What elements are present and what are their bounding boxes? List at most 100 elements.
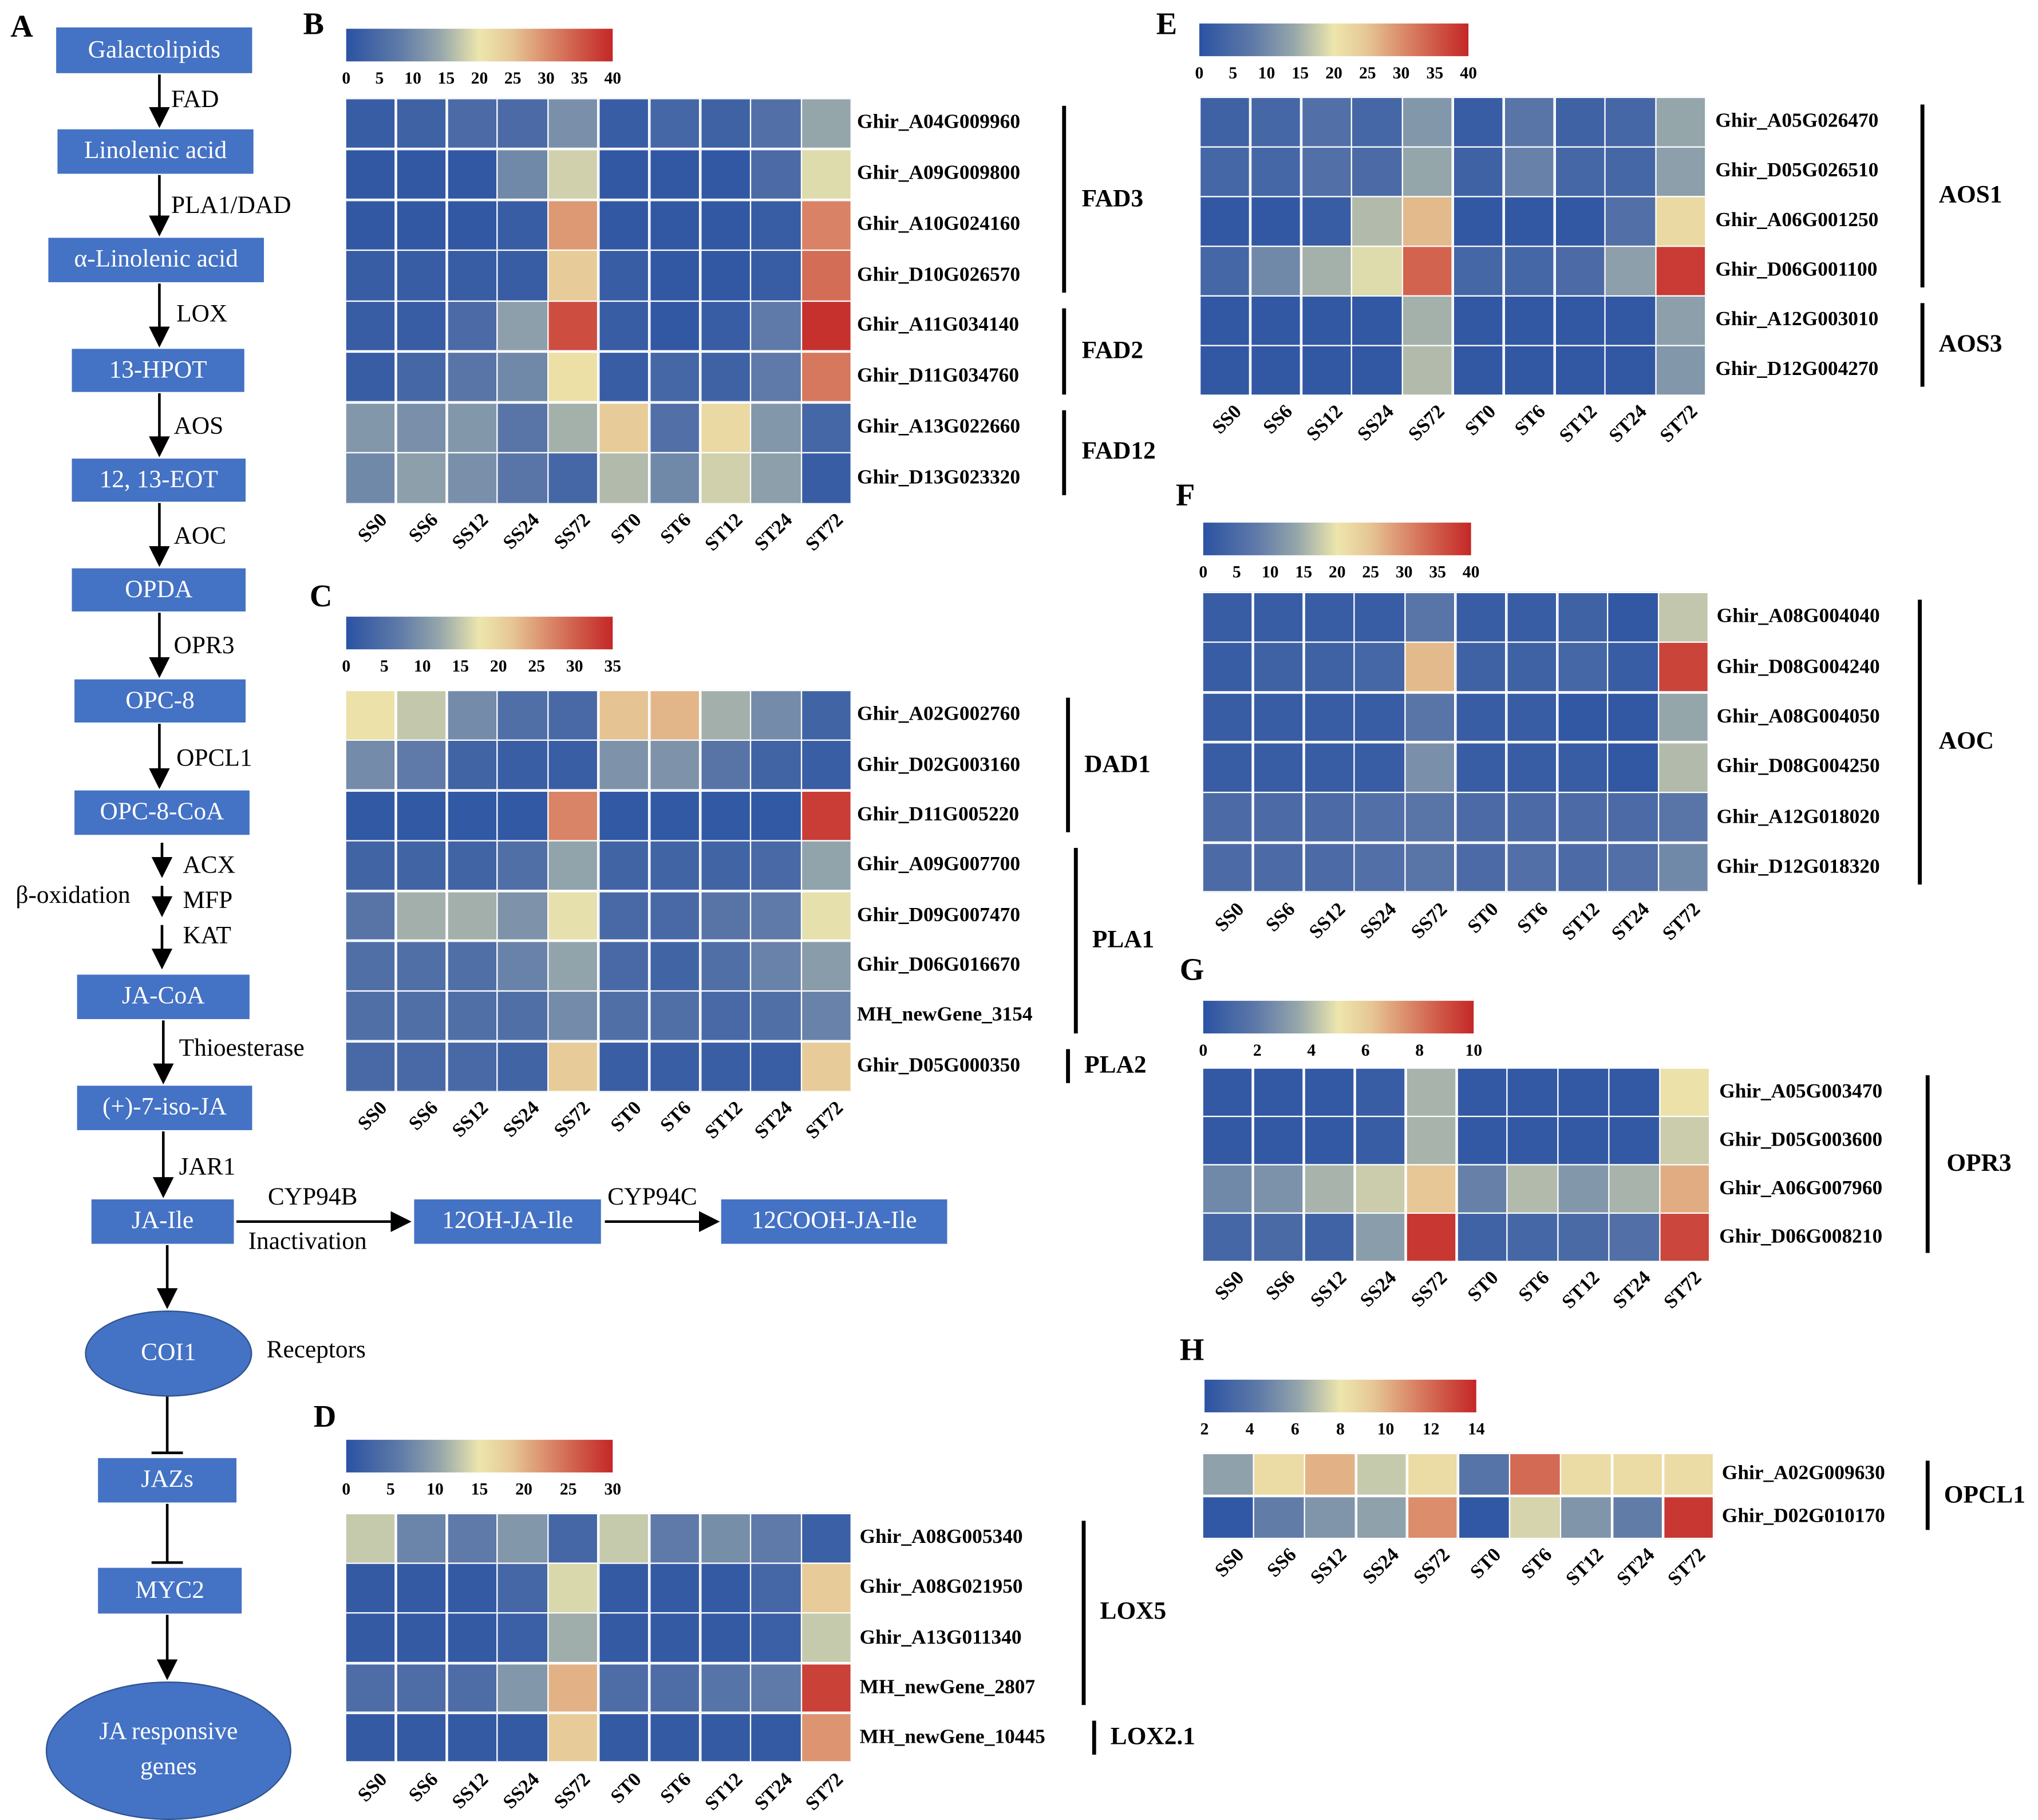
heatmap-cell bbox=[547, 1562, 599, 1614]
group-bracket bbox=[1092, 1720, 1096, 1755]
enzyme-opr3: OPR3 bbox=[173, 632, 235, 660]
heatmap-cell bbox=[1351, 246, 1403, 296]
group-bracket bbox=[1920, 303, 1925, 387]
heatmap-cell bbox=[497, 689, 548, 741]
panel-letter-d: D bbox=[313, 1400, 337, 1435]
heatmap-cell bbox=[497, 1513, 548, 1564]
heatmap-cell bbox=[750, 740, 802, 791]
heatmap-cell bbox=[1253, 642, 1304, 693]
enzyme-pla1-dad: PLA1/DAD bbox=[171, 192, 291, 220]
heatmap-cell bbox=[598, 1712, 650, 1763]
heatmap-cell bbox=[396, 1562, 447, 1614]
heatmap-cell bbox=[1608, 1164, 1660, 1213]
heatmap-cell bbox=[801, 990, 853, 1042]
heatmap-cell bbox=[700, 790, 751, 841]
heatmap-cell bbox=[1354, 1212, 1406, 1262]
heatmap-cell bbox=[1351, 295, 1403, 346]
node-12cooh-ja-ile: 12COOH-JA-Ile bbox=[721, 1199, 947, 1244]
heatmap-cell bbox=[649, 401, 701, 453]
heatmap-cell bbox=[700, 1040, 751, 1092]
colorbar-tick: 12 bbox=[1422, 1419, 1440, 1439]
gene-label: Ghir_A13G011340 bbox=[859, 1626, 1022, 1648]
heatmap-cell bbox=[1554, 295, 1606, 346]
heatmap-cell bbox=[1404, 692, 1456, 743]
heatmap-cell bbox=[598, 890, 650, 941]
heatmap-cell bbox=[1452, 146, 1504, 197]
heatmap-cell bbox=[1658, 642, 1710, 693]
heatmap-cell bbox=[649, 689, 701, 741]
gene-label: Ghir_D12G018320 bbox=[1716, 855, 1880, 878]
heatmap-cell bbox=[1612, 1452, 1664, 1497]
heatmap-cell bbox=[1253, 591, 1304, 643]
heatmap-cell bbox=[649, 148, 701, 200]
heatmap-cell bbox=[801, 1613, 853, 1664]
group-bracket bbox=[1066, 697, 1071, 832]
heatmap-cell bbox=[1407, 1452, 1459, 1497]
group-label-aos3: AOS3 bbox=[1938, 330, 2003, 358]
panel-letter-e: E bbox=[1156, 7, 1178, 42]
heatmap-cell bbox=[1304, 1115, 1355, 1165]
heatmap-cell bbox=[1458, 1495, 1510, 1539]
heatmap-cell bbox=[1404, 591, 1456, 643]
colorbar-tick: 40 bbox=[1460, 62, 1477, 82]
enzyme-aoc: AOC bbox=[173, 522, 227, 550]
heatmap-cell bbox=[446, 148, 498, 200]
heatmap-cell bbox=[1250, 295, 1302, 346]
heatmap-cell bbox=[649, 1613, 701, 1664]
colorbar-tick: 5 bbox=[375, 68, 384, 88]
heatmap-cell bbox=[700, 452, 751, 504]
heatmap-cell bbox=[446, 790, 498, 841]
colorbar-tick: 4 bbox=[1307, 1040, 1316, 1060]
heatmap-cell bbox=[396, 452, 447, 504]
heatmap-cell bbox=[1659, 1067, 1711, 1117]
heatmap-cell bbox=[1659, 1164, 1711, 1213]
heatmap-cell bbox=[1456, 1212, 1508, 1262]
heatmap-cell bbox=[801, 940, 853, 992]
group-label-fad12: FAD12 bbox=[1081, 438, 1156, 465]
gene-label: MH_newGene_2807 bbox=[859, 1676, 1036, 1699]
group-bracket bbox=[1081, 1521, 1086, 1705]
heatmap-cell bbox=[1407, 1495, 1459, 1539]
colorbar-tick: 14 bbox=[1467, 1419, 1485, 1439]
heatmap-cell bbox=[1402, 196, 1454, 247]
enzyme-thioesterase: Thioesterase bbox=[179, 1035, 305, 1063]
colorbar-tick: 15 bbox=[1291, 62, 1309, 82]
heatmap-cell bbox=[1605, 96, 1656, 147]
heatmap-cell bbox=[1402, 246, 1454, 296]
heatmap-cell bbox=[1202, 1495, 1254, 1539]
colorbar-tick: 10 bbox=[1261, 562, 1279, 582]
heatmap-cell bbox=[345, 740, 397, 791]
heatmap-cell bbox=[700, 199, 751, 251]
panel-letter-b: B bbox=[303, 7, 324, 42]
heatmap-cell bbox=[547, 148, 599, 200]
heatmap-cell bbox=[497, 250, 548, 302]
group-label-pla2: PLA2 bbox=[1084, 1051, 1147, 1079]
enzyme-aos: AOS bbox=[173, 413, 224, 441]
heatmap-cell bbox=[345, 1613, 397, 1664]
heatmap-cell bbox=[446, 351, 498, 402]
gene-label: Ghir_A11G034140 bbox=[857, 314, 1020, 337]
colorbar-tick: 30 bbox=[604, 1479, 622, 1499]
heatmap-cell bbox=[700, 840, 751, 891]
heatmap-cell bbox=[598, 452, 650, 504]
heatmap-cell bbox=[1557, 591, 1609, 643]
heatmap-cell bbox=[801, 452, 853, 504]
heatmap-cell bbox=[1455, 591, 1507, 643]
enzyme-fad: FAD bbox=[171, 86, 219, 114]
node-galactolipids: Galactolipids bbox=[56, 27, 252, 73]
heatmap-cell bbox=[1199, 96, 1251, 147]
heatmap-cell bbox=[801, 790, 853, 841]
heatmap-cell bbox=[598, 689, 650, 741]
heatmap-cell bbox=[446, 740, 498, 791]
enzyme-lox: LOX bbox=[176, 300, 228, 328]
heatmap-cell bbox=[497, 401, 548, 453]
heatmap-cell bbox=[1301, 246, 1352, 296]
heatmap-cell bbox=[801, 300, 853, 352]
enzyme-kat: KAT bbox=[183, 922, 231, 950]
heatmap-cell bbox=[497, 990, 548, 1042]
heatmap-cell bbox=[598, 1613, 650, 1664]
heatmap-cell bbox=[750, 351, 802, 402]
heatmap-cell bbox=[497, 1613, 548, 1664]
group-label-dad1: DAD1 bbox=[1084, 751, 1151, 779]
heatmap-cell bbox=[1456, 1115, 1508, 1165]
